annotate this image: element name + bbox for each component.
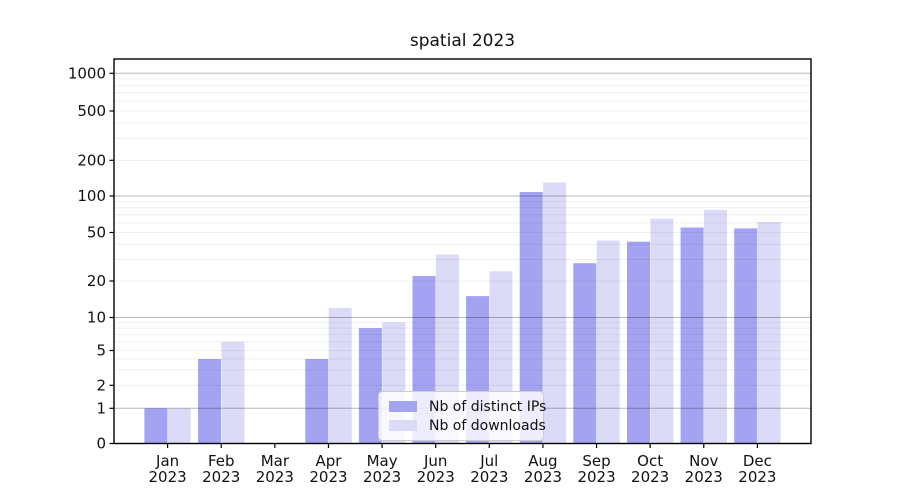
y-tick-label-5: 5 [96, 342, 106, 360]
bar-may-distinct-ips [358, 328, 382, 444]
bar-oct-distinct-ips [627, 241, 650, 444]
y-tick-label-1: 1 [96, 399, 106, 417]
chart-title: spatial 2023 [409, 31, 516, 51]
y-tick-label-0: 0 [96, 435, 106, 453]
bar-aug-downloads [543, 182, 567, 444]
bar-dec-distinct-ips [734, 228, 758, 444]
legend: Nb of distinct IPs Nb of downloads [378, 391, 546, 441]
legend-item-downloads: Nb of downloads [389, 417, 546, 434]
legend-swatch-downloads [389, 420, 417, 431]
bar-nov-downloads [704, 209, 727, 444]
x-tick-label-jan: Jan 2023 [149, 452, 187, 486]
y-tick-label-20: 20 [87, 272, 106, 290]
bar-nov-distinct-ips [680, 227, 704, 444]
legend-label-distinct-ips: Nb of distinct IPs [429, 398, 547, 415]
x-tick-label-aug: Aug 2023 [524, 452, 562, 486]
x-tick-label-jul: Jul 2023 [470, 452, 508, 486]
y-tick-label-1000: 1000 [68, 64, 106, 82]
bar-sep-distinct-ips [573, 263, 597, 444]
bar-jan-downloads [167, 408, 191, 444]
bar-jan-distinct-ips [144, 408, 168, 444]
bar-apr-downloads [328, 307, 352, 444]
x-tick-label-jun: Jun 2023 [417, 452, 455, 486]
y-tick-label-500: 500 [77, 102, 106, 120]
x-tick-label-nov: Nov 2023 [685, 452, 723, 486]
bar-oct-downloads [650, 218, 674, 444]
bar-aug-distinct-ips [519, 192, 543, 444]
y-tick-label-10: 10 [87, 309, 106, 327]
x-tick-label-apr: Apr 2023 [309, 452, 347, 486]
legend-item-distinct-ips: Nb of distinct IPs [389, 398, 546, 415]
y-tick-label-2: 2 [96, 376, 106, 394]
x-tick-label-oct: Oct 2023 [631, 452, 669, 486]
y-tick-label-50: 50 [87, 224, 106, 242]
bar-feb-distinct-ips [198, 359, 221, 444]
x-tick-label-mar: Mar 2023 [256, 452, 294, 486]
bar-sep-downloads [596, 240, 620, 444]
x-tick-label-dec: Dec 2023 [738, 452, 776, 486]
y-tick-label-100: 100 [77, 187, 106, 205]
x-tick-label-sep: Sep 2023 [577, 452, 615, 486]
axes-spines [113, 58, 812, 445]
legend-label-downloads: Nb of downloads [429, 417, 546, 434]
bar-apr-distinct-ips [305, 359, 329, 444]
bar-dec-downloads [757, 222, 781, 444]
y-tick-label-200: 200 [77, 151, 106, 169]
legend-swatch-distinct-ips [389, 401, 417, 412]
x-tick-label-feb: Feb 2023 [202, 452, 240, 486]
bar-feb-downloads [221, 341, 245, 444]
x-tick-label-may: May 2023 [363, 452, 401, 486]
